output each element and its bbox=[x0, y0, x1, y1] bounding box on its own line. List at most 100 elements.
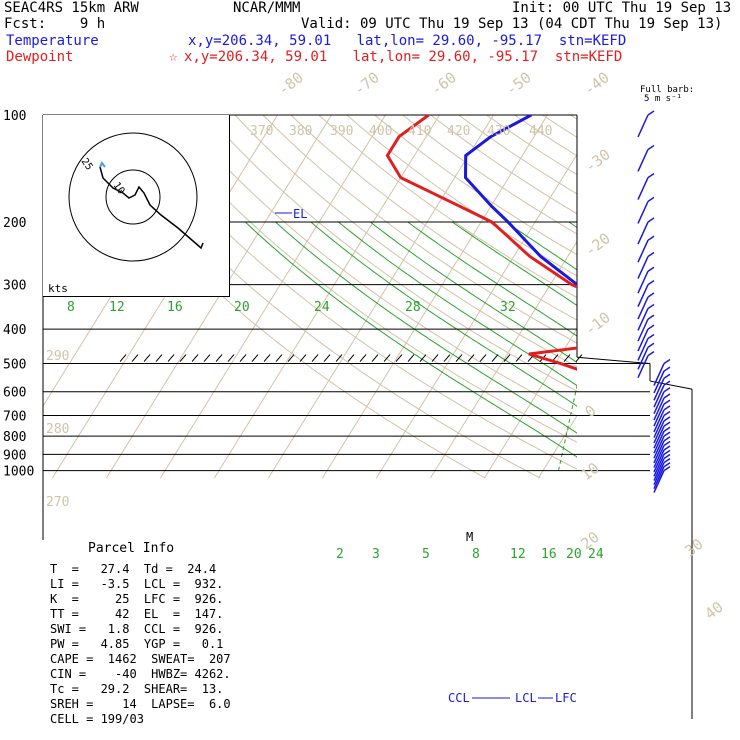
mixing-ratio-label: 2 bbox=[336, 547, 344, 562]
temperature-location-info: x,y=206.34, 59.01 lat,lon= 29.60, -95.17… bbox=[188, 33, 627, 49]
wind-barb-flag bbox=[663, 431, 671, 437]
isotherm-label: -80 bbox=[274, 68, 306, 99]
wind-barb-flag bbox=[663, 373, 671, 379]
wind-barb bbox=[653, 425, 665, 449]
wind-barb-flag bbox=[663, 421, 671, 427]
moist-label: 20 bbox=[234, 300, 250, 315]
pressure-tick-label: 700 bbox=[3, 410, 26, 425]
barb-legend-line1: Full barb: bbox=[640, 85, 695, 95]
moist-adiabat bbox=[704, 222, 740, 471]
wind-barb-flag bbox=[647, 324, 655, 330]
wind-barb-flag bbox=[647, 333, 655, 340]
hatch-mark bbox=[407, 354, 415, 362]
wind-barb-flag bbox=[663, 436, 671, 442]
dry-adiabat bbox=[234, 115, 577, 368]
wind-barb-flag bbox=[663, 449, 671, 455]
pressure-tick-label: 100 bbox=[3, 109, 26, 124]
temperature-profile bbox=[463, 115, 577, 287]
pressure-tick-label: 400 bbox=[3, 323, 26, 338]
theta-label: 440 bbox=[529, 124, 552, 139]
hatch-mark bbox=[131, 354, 139, 362]
wind-barb-flag bbox=[663, 440, 671, 447]
hatch-mark bbox=[503, 354, 511, 362]
isotherm-label: -20 bbox=[581, 229, 613, 260]
dry-adiabat bbox=[430, 115, 577, 215]
dry-adiabat bbox=[598, 115, 740, 478]
right-axis-lower-slant bbox=[649, 380, 693, 390]
valid-time: Valid: 09 UTC Thu 19 Sep 13 (04 CDT Thu … bbox=[301, 16, 723, 32]
hatch-mark bbox=[419, 354, 427, 362]
isotherm bbox=[429, 240, 577, 479]
moist-label: 28 bbox=[405, 300, 421, 315]
moist-adiabat bbox=[638, 222, 740, 471]
moist-label: 32 bbox=[500, 300, 516, 315]
parcel-row: SWI = 1.8 CCL = 926. bbox=[50, 622, 224, 636]
wind-barb-flag bbox=[663, 358, 671, 365]
moist-adiabat bbox=[452, 221, 577, 307]
mixing-ratio-label: 5 bbox=[422, 547, 430, 562]
wind-barb bbox=[653, 384, 665, 408]
annotation-lcl: LCL bbox=[515, 691, 537, 705]
parcel-row: PW = 4.85 YGP = 0.1 bbox=[50, 637, 224, 651]
hatch-mark bbox=[167, 354, 175, 362]
wind-barb-flag bbox=[663, 366, 671, 372]
wind-barb bbox=[637, 346, 649, 370]
barb-legend-line2: 5 m s⁻¹ bbox=[644, 94, 682, 104]
wind-barb bbox=[637, 239, 649, 263]
isotherm-label: -70 bbox=[350, 68, 382, 99]
isotherm bbox=[537, 414, 577, 479]
hatch-mark bbox=[515, 354, 523, 362]
parcel-row: CIN = -40 HWBZ= 4262. bbox=[50, 667, 231, 681]
hatch-mark bbox=[287, 354, 295, 362]
wind-barb bbox=[637, 270, 649, 294]
isotherm-label: 10 bbox=[577, 459, 602, 484]
hatch-mark bbox=[443, 354, 451, 362]
wind-barb bbox=[637, 284, 649, 307]
wind-barb-flag bbox=[647, 280, 655, 286]
isotherm bbox=[375, 153, 577, 479]
wind-barb bbox=[653, 449, 665, 473]
dry-adiabat bbox=[122, 115, 577, 470]
theta-label: 400 bbox=[369, 124, 392, 139]
right-axis-step bbox=[576, 356, 651, 365]
wind-barb-flag bbox=[647, 110, 655, 116]
wind-barb bbox=[653, 397, 665, 421]
parcel-info-panel: Parcel Info T = 27.4 Td = 24.4 LI = -3.5… bbox=[38, 540, 246, 726]
theta-label: 370 bbox=[250, 124, 273, 139]
isotherm bbox=[483, 327, 577, 479]
wind-barbs bbox=[637, 110, 671, 493]
wind-barb bbox=[637, 221, 649, 245]
mixing-ratio-label: 12 bbox=[510, 547, 526, 562]
theta-label: 280 bbox=[46, 422, 69, 437]
wind-barb-flag bbox=[647, 303, 655, 310]
hatch-mark bbox=[575, 354, 583, 362]
hatch-mark bbox=[179, 354, 187, 362]
wind-barb-flag bbox=[647, 314, 655, 320]
wind-barb bbox=[637, 318, 649, 342]
hodograph-panel: 25 10 kts bbox=[43, 115, 230, 297]
wind-barb bbox=[653, 466, 665, 490]
hatch-mark bbox=[491, 354, 499, 362]
dry-adiabat bbox=[402, 115, 577, 235]
hatch-mark bbox=[143, 354, 151, 362]
wind-barb-flag bbox=[663, 426, 671, 432]
mixing-ratio-label: 8 bbox=[472, 547, 480, 562]
hatch-mark bbox=[311, 354, 319, 362]
hatch-mark bbox=[263, 354, 271, 362]
moist-adiabat bbox=[338, 221, 577, 387]
dry-adiabat bbox=[206, 115, 577, 392]
isotherm-label: -40 bbox=[580, 68, 612, 99]
hatch-mark bbox=[431, 354, 439, 362]
isotherm bbox=[213, 115, 441, 479]
moist-label: 16 bbox=[167, 300, 183, 315]
parcel-row: CELL = 199/03 bbox=[50, 712, 144, 726]
wind-barb bbox=[653, 458, 665, 481]
hodo-ring-outer bbox=[68, 132, 198, 262]
wind-barb-flag bbox=[647, 351, 655, 357]
dry-adiabat bbox=[710, 115, 740, 478]
hatch-mark bbox=[347, 354, 355, 362]
wind-barb-flag bbox=[663, 393, 671, 399]
hatch-mark bbox=[335, 354, 343, 362]
mixing-ratio-line bbox=[671, 364, 686, 471]
forecast-hour: Fcst: 9 h bbox=[4, 16, 106, 32]
